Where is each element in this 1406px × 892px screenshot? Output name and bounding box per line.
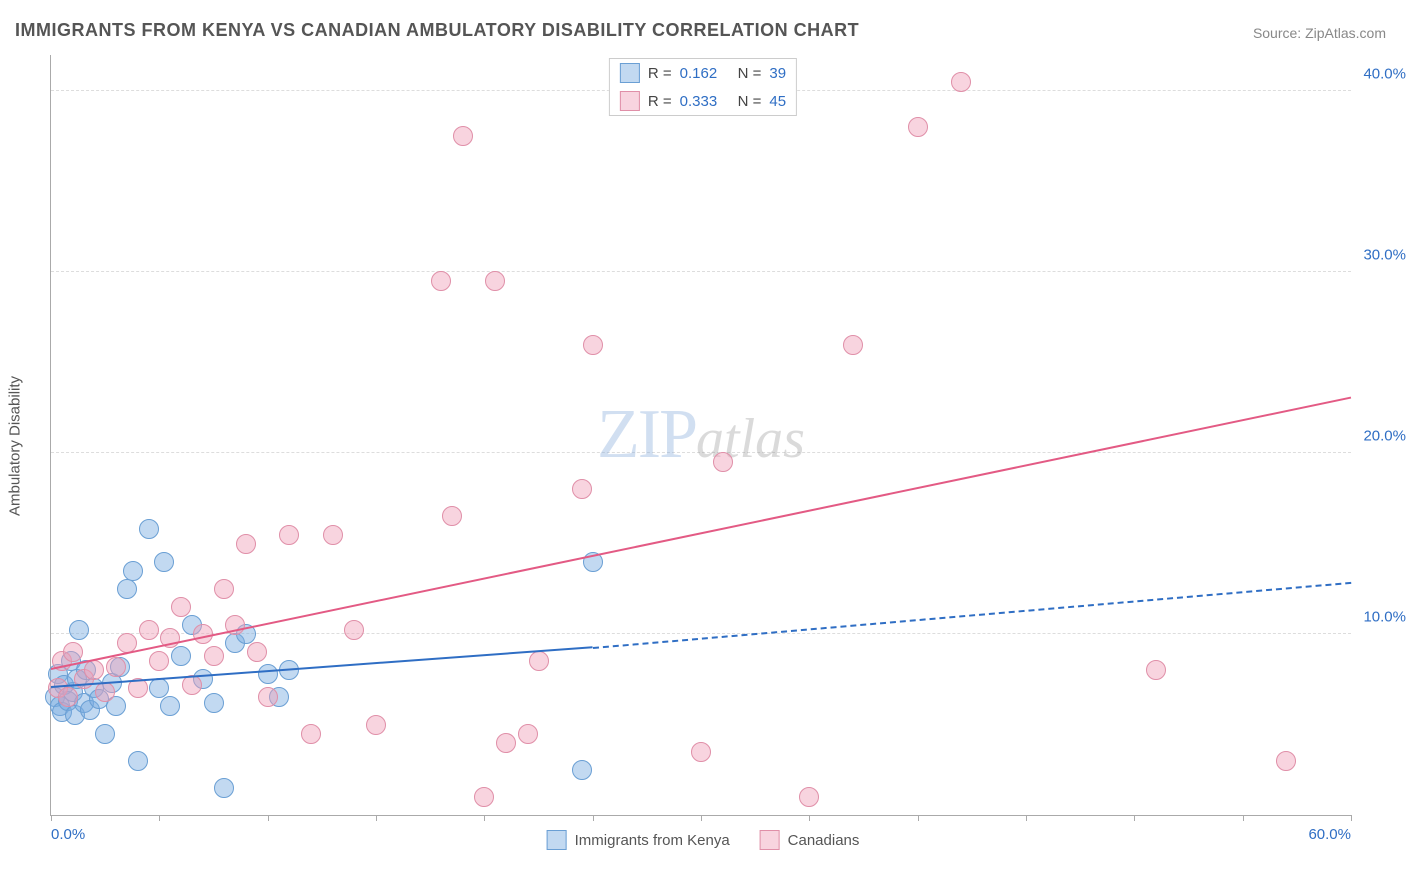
data-point-canadians (485, 271, 505, 291)
x-tick-mark (1026, 815, 1027, 821)
legend-n-value: 39 (769, 65, 786, 82)
legend-item-kenya: Immigrants from Kenya (547, 830, 730, 850)
legend-stat-row-kenya: R = 0.162 N = 39 (610, 59, 796, 87)
data-point-kenya (123, 561, 143, 581)
x-tick-mark (159, 815, 160, 821)
data-point-canadians (149, 651, 169, 671)
data-point-kenya (117, 579, 137, 599)
legend-swatch (547, 830, 567, 850)
x-tick-mark (51, 815, 52, 821)
watermark: ZIPatlas (597, 395, 805, 475)
data-point-canadians (247, 642, 267, 662)
data-point-canadians (204, 646, 224, 666)
legend-statistics: R = 0.162 N = 39 R = 0.333 N = 45 (609, 58, 797, 116)
data-point-canadians (139, 620, 159, 640)
data-point-canadians (171, 597, 191, 617)
data-point-kenya (160, 696, 180, 716)
data-point-canadians (301, 724, 321, 744)
legend-r-value: 0.333 (680, 93, 730, 110)
y-tick-label: 40.0% (1363, 66, 1406, 83)
legend-n-label: N = (738, 93, 762, 110)
x-tick-mark (593, 815, 594, 821)
data-point-kenya (258, 664, 278, 684)
data-point-canadians (453, 126, 473, 146)
data-point-kenya (154, 552, 174, 572)
legend-r-label: R = (648, 65, 672, 82)
data-point-canadians (583, 335, 603, 355)
y-tick-label: 10.0% (1363, 609, 1406, 626)
data-point-canadians (366, 715, 386, 735)
data-point-canadians (474, 787, 494, 807)
gridline-horizontal (51, 452, 1351, 453)
x-tick-mark (809, 815, 810, 821)
data-point-canadians (214, 579, 234, 599)
data-point-canadians (63, 642, 83, 662)
data-point-canadians (442, 506, 462, 526)
data-point-canadians (1276, 751, 1296, 771)
x-tick-mark (918, 815, 919, 821)
data-point-kenya (139, 519, 159, 539)
x-tick-mark (268, 815, 269, 821)
watermark-zip: ZIP (597, 396, 696, 473)
data-point-canadians (95, 682, 115, 702)
data-point-canadians (843, 335, 863, 355)
data-point-canadians (58, 687, 78, 707)
data-point-canadians (279, 525, 299, 545)
gridline-horizontal (51, 271, 1351, 272)
data-point-canadians (258, 687, 278, 707)
data-point-canadians (1146, 660, 1166, 680)
data-point-kenya (204, 693, 224, 713)
legend-r-value: 0.162 (680, 65, 730, 82)
data-point-canadians (518, 724, 538, 744)
data-point-kenya (214, 778, 234, 798)
x-tick-label: 0.0% (51, 826, 85, 843)
trend-line (593, 581, 1352, 648)
data-point-canadians (908, 117, 928, 137)
data-point-kenya (95, 724, 115, 744)
data-point-canadians (84, 660, 104, 680)
data-point-canadians (799, 787, 819, 807)
legend-swatch (760, 830, 780, 850)
x-tick-mark (1134, 815, 1135, 821)
data-point-canadians (691, 742, 711, 762)
legend-swatch (620, 63, 640, 83)
legend-swatch (620, 91, 640, 111)
data-point-canadians (236, 534, 256, 554)
chart-container: IMMIGRANTS FROM KENYA VS CANADIAN AMBULA… (0, 0, 1406, 892)
data-point-kenya (572, 760, 592, 780)
data-point-canadians (529, 651, 549, 671)
x-tick-mark (376, 815, 377, 821)
legend-n-value: 45 (769, 93, 786, 110)
data-point-kenya (128, 751, 148, 771)
legend-r-label: R = (648, 93, 672, 110)
data-point-kenya (149, 678, 169, 698)
legend-series: Immigrants from Kenya Canadians (547, 830, 860, 850)
x-tick-label: 60.0% (1308, 826, 1351, 843)
data-point-canadians (344, 620, 364, 640)
legend-label: Canadians (788, 832, 860, 849)
legend-item-canadians: Canadians (760, 830, 860, 850)
y-tick-label: 20.0% (1363, 428, 1406, 445)
x-tick-mark (701, 815, 702, 821)
data-point-kenya (69, 620, 89, 640)
plot-area: ZIPatlas 10.0%20.0%30.0%40.0%0.0%60.0% (50, 55, 1351, 816)
source-attribution: Source: ZipAtlas.com (1253, 25, 1386, 41)
data-point-kenya (171, 646, 191, 666)
data-point-canadians (496, 733, 516, 753)
legend-n-label: N = (738, 65, 762, 82)
legend-label: Immigrants from Kenya (575, 832, 730, 849)
data-point-canadians (572, 479, 592, 499)
data-point-canadians (951, 72, 971, 92)
data-point-canadians (106, 657, 126, 677)
chart-title: IMMIGRANTS FROM KENYA VS CANADIAN AMBULA… (15, 20, 859, 41)
data-point-canadians (713, 452, 733, 472)
legend-stat-row-canadians: R = 0.333 N = 45 (610, 87, 796, 115)
x-tick-mark (484, 815, 485, 821)
x-tick-mark (1351, 815, 1352, 821)
data-point-canadians (323, 525, 343, 545)
y-tick-label: 30.0% (1363, 247, 1406, 264)
y-axis-label: Ambulatory Disability (7, 376, 24, 516)
x-tick-mark (1243, 815, 1244, 821)
data-point-canadians (431, 271, 451, 291)
